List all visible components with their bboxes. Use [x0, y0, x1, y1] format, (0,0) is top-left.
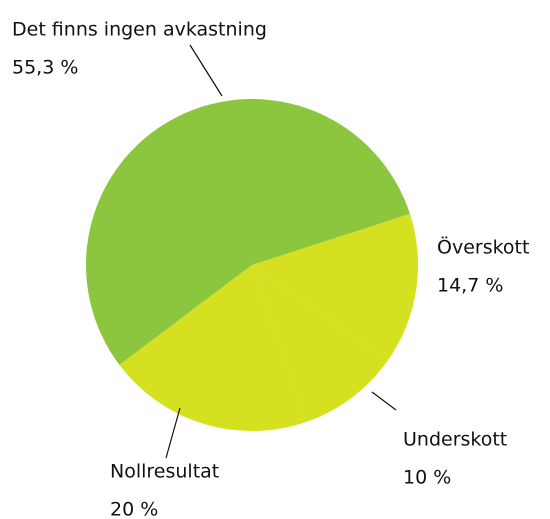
pie-slice [119, 265, 307, 431]
pie [85, 98, 418, 431]
pie-slice [252, 213, 418, 361]
leader-line [189, 44, 223, 97]
slice-label: Nollresultat [110, 461, 219, 483]
value-label: 20 % [110, 499, 158, 519]
pie-slice [85, 98, 410, 365]
value-label: 14,7 % [437, 275, 503, 297]
value-label: 10 % [403, 467, 451, 489]
slice-label: Det finns ingen avkastning [12, 19, 267, 41]
slice-label: Överskott [437, 236, 529, 259]
pie-slice [252, 265, 388, 422]
value-label: 55,3 % [12, 57, 78, 79]
leader-line [165, 407, 181, 459]
slice-label: Underskott [403, 429, 507, 451]
leader-line [371, 391, 397, 411]
